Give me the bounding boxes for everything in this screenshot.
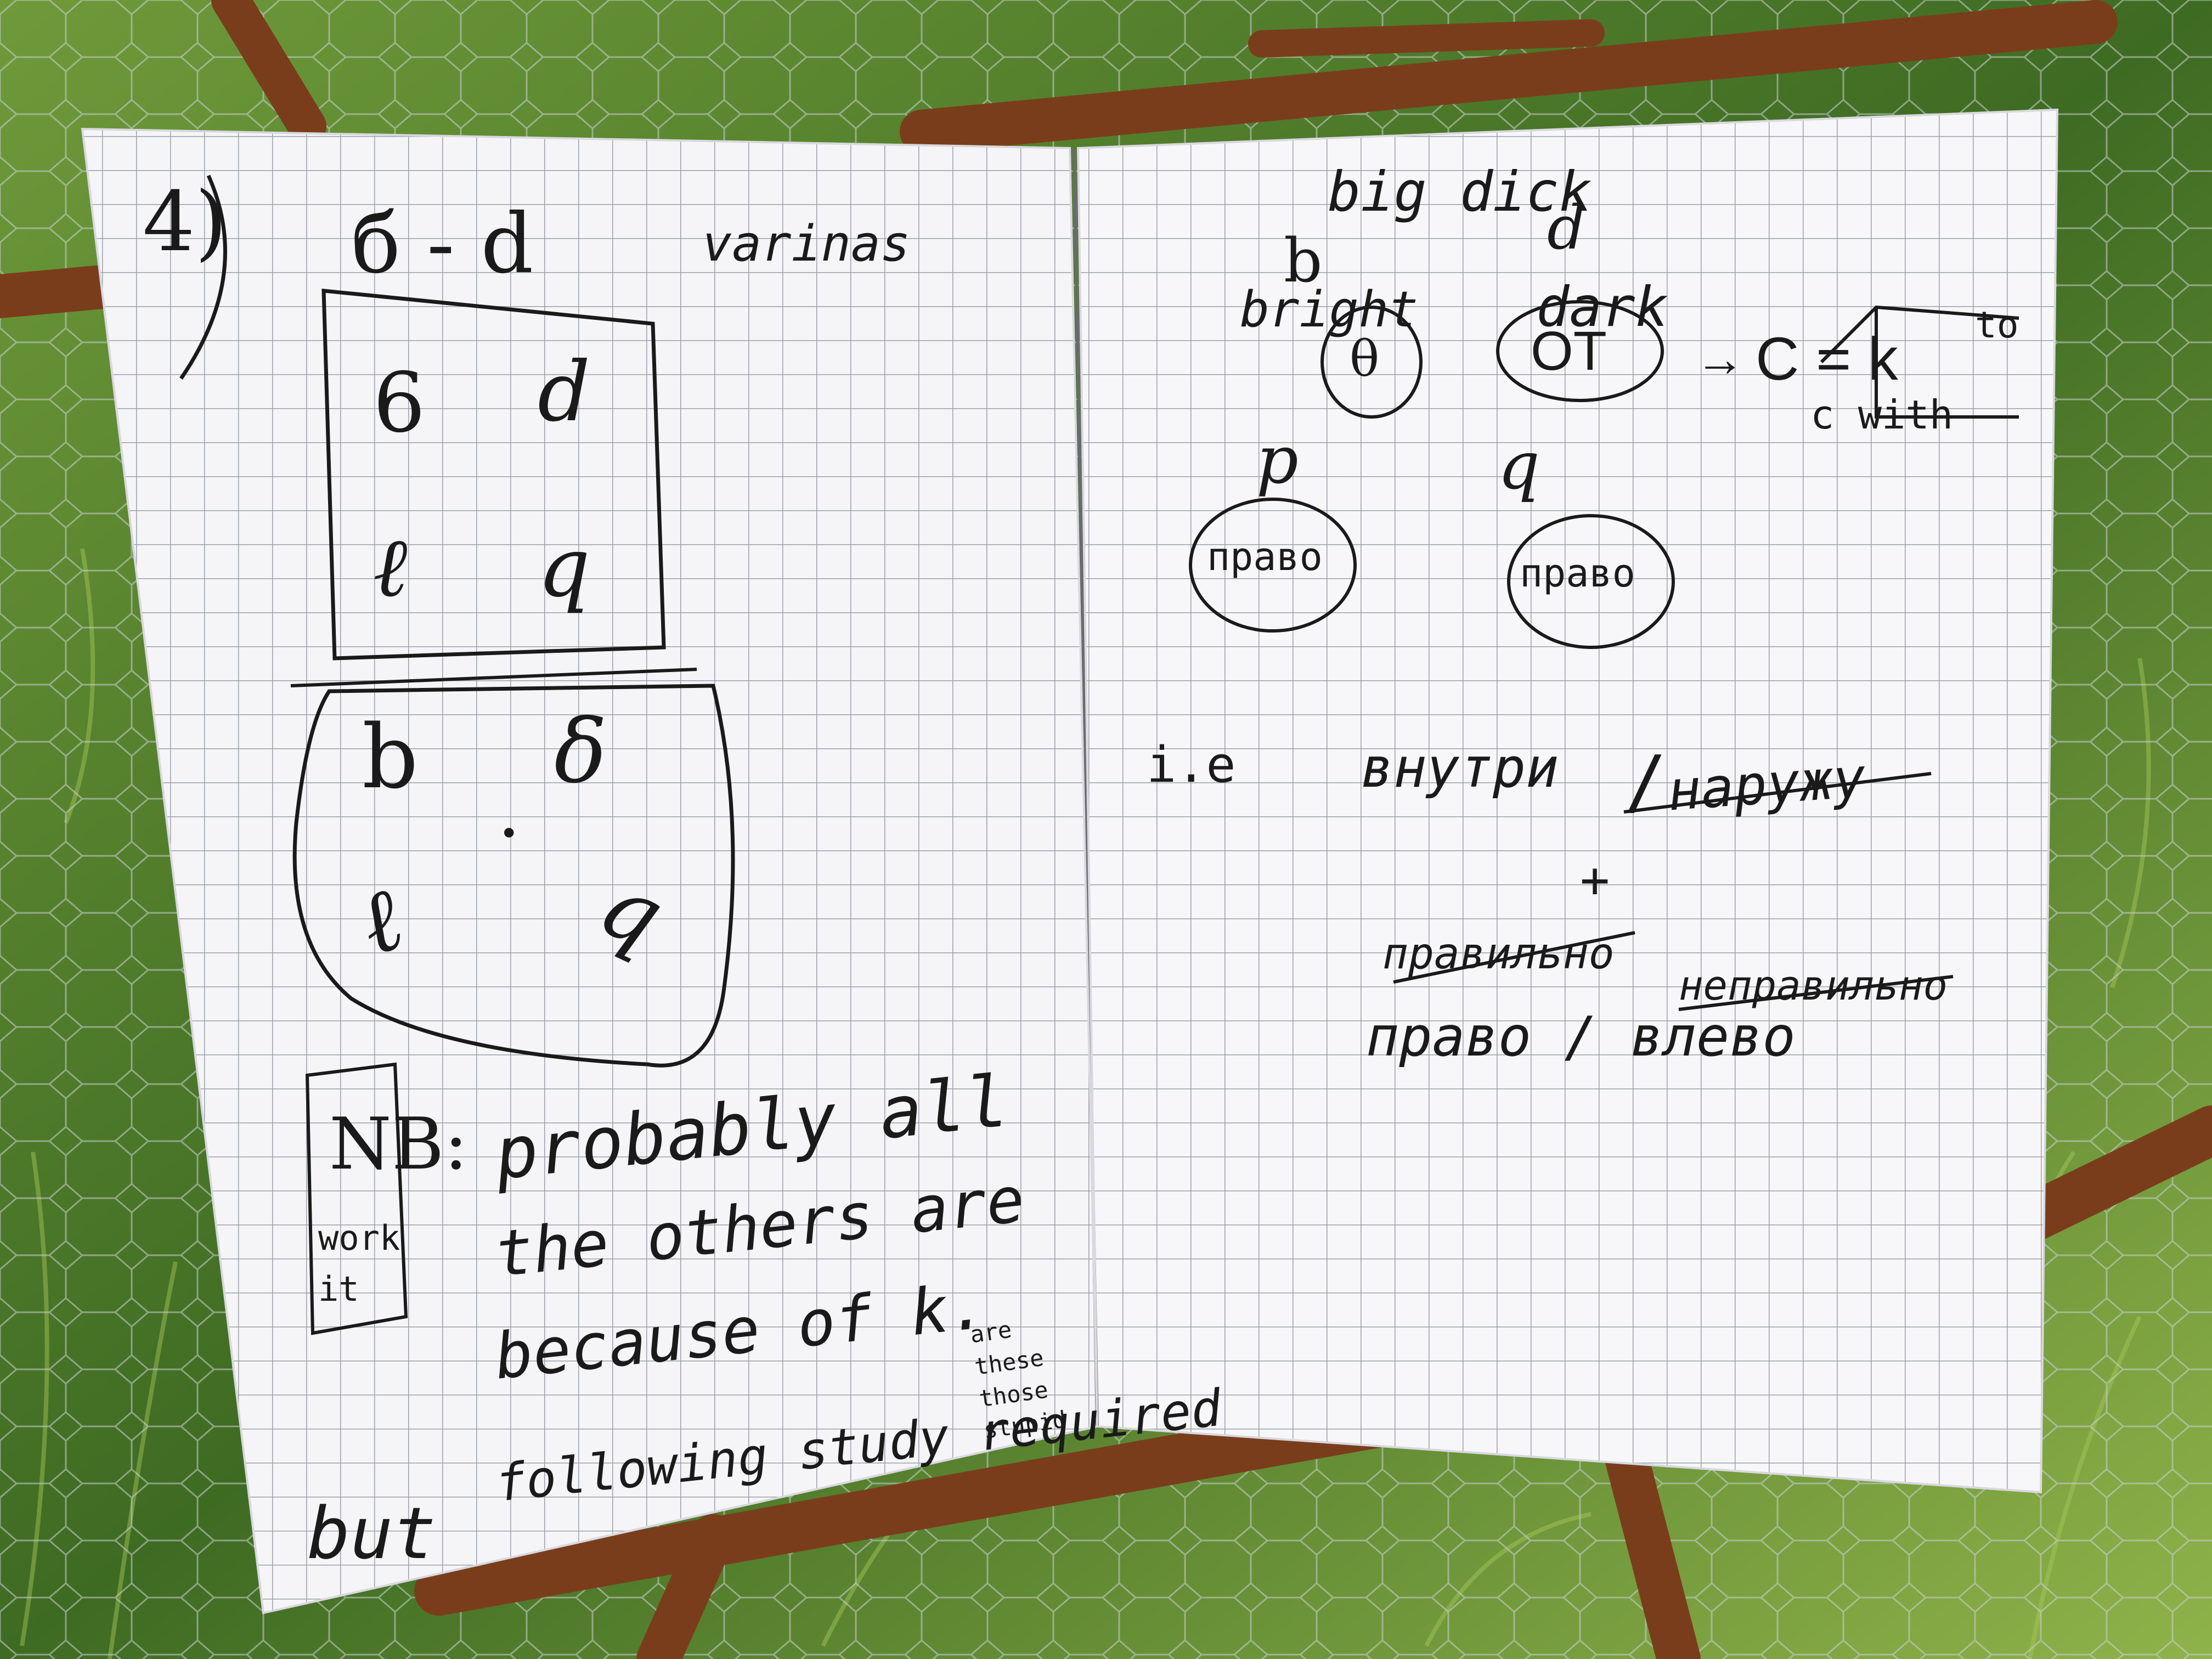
pravo-left: право [1207,534,1323,579]
p-letter: p [1256,422,1299,499]
top-grid-letter-2: d [538,345,591,440]
d-letter: d [1547,193,1586,263]
naruzhu-word: наружу [1666,745,1868,823]
but-word: but [307,1492,436,1575]
side-note: work it [318,1218,400,1309]
bottom-grid-letter-1: b [362,706,419,808]
theta-symbol: θ [1350,330,1380,388]
big-dick-label: big dick [1328,160,1592,224]
c-with-label: c with [1810,392,1954,438]
pravilno-struck: правильно [1383,929,1615,979]
ot-label: OT [1531,320,1607,382]
heading-letters: б - d [351,196,534,292]
section-number: 4) [143,174,227,270]
nepravilno-struck: неправильно [1679,962,1948,1009]
corner-note: are these those stupid [968,1316,1068,1444]
dark-label: dark [1536,275,1668,339]
b-letter: b [1284,225,1323,296]
pravo-vlevo: право / влево [1366,1005,1796,1069]
slash-1: / [1624,740,1667,823]
bright-label: bright [1240,281,1419,338]
q-letter: q [1498,428,1540,504]
nb-label: NB: [329,1102,469,1186]
bottom-grid-letter-2: δ [554,700,607,803]
top-grid-letter-4: q [538,520,591,616]
top-grid-letter-1: 6 [373,356,426,451]
to-label: to [1975,304,2019,346]
arrow-symbol: → [1695,332,1745,387]
vnutri-word: внутри [1361,736,1559,800]
plus-sign: + [1580,851,1610,909]
top-grid-letter-3: ℓ [373,520,408,616]
center-dot: • [499,815,519,853]
ie-label: i.e [1147,736,1236,794]
pravo-right: право [1520,551,1635,596]
heading-word: varinas [702,215,911,273]
c-equals-k: C = k [1756,325,1898,393]
